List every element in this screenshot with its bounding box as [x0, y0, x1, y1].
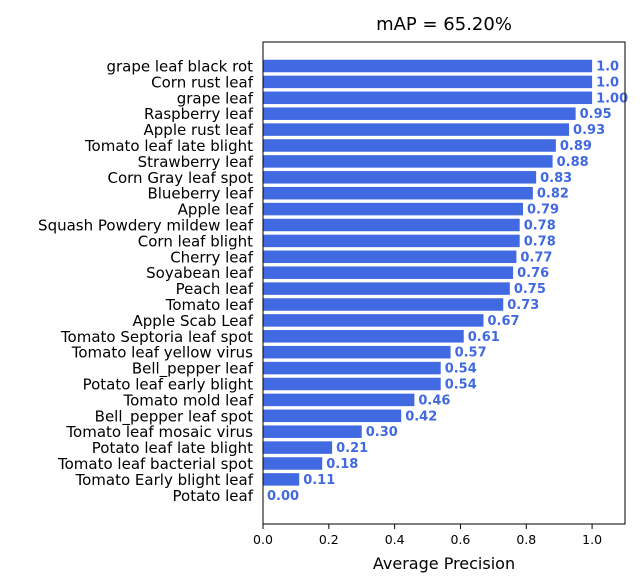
- value-label-24: 0.21: [336, 441, 368, 456]
- value-label-6: 0.88: [557, 155, 589, 170]
- bar-12: [263, 250, 517, 264]
- category-label-7: Corn Gray leaf spot: [108, 169, 254, 187]
- value-label-22: 0.42: [405, 409, 437, 424]
- value-label-21: 0.46: [418, 393, 450, 408]
- category-label-9: Apple leaf: [178, 201, 254, 219]
- category-label-10: Squash Powdery mildew leaf: [38, 217, 254, 235]
- bar-13: [263, 266, 514, 279]
- category-label-5: Tomato leaf late blight: [84, 137, 253, 155]
- bar-11: [263, 234, 520, 248]
- category-label-25: Tomato leaf bacterial spot: [57, 455, 253, 473]
- value-label-7: 0.83: [540, 171, 572, 186]
- category-label-18: Tomato leaf yellow virus: [71, 344, 253, 362]
- value-label-23: 0.30: [366, 425, 398, 440]
- x-tick-label-4: 0.8: [516, 532, 536, 547]
- value-label-1: 1.0: [596, 75, 619, 90]
- x-axis-ticks: 0.0 0.2 0.4 0.6 0.8 1.0: [253, 524, 602, 547]
- bar-8: [263, 186, 533, 200]
- bar-17: [263, 330, 464, 343]
- category-label-6: Strawberry leaf: [138, 153, 254, 171]
- bar-9: [263, 202, 523, 216]
- x-tick-label-2: 0.4: [385, 532, 405, 547]
- category-label-3: Raspberry leaf: [144, 105, 254, 123]
- category-label-14: Peach leaf: [176, 280, 254, 298]
- bar-23: [263, 425, 362, 438]
- category-label-23: Tomato leaf mosaic virus: [65, 423, 253, 441]
- value-labels: 1.01.01.000.950.930.890.880.830.820.790.…: [267, 60, 628, 504]
- x-tick-label-1: 0.2: [319, 532, 339, 547]
- value-label-12: 0.77: [520, 250, 552, 265]
- bar-16: [263, 314, 484, 327]
- category-label-11: Corn leaf blight: [138, 232, 253, 250]
- value-label-17: 0.61: [468, 330, 500, 345]
- category-label-0: grape leaf black rot: [106, 58, 253, 76]
- value-label-2: 1.00: [596, 91, 628, 106]
- bar-18: [263, 345, 451, 359]
- value-label-26: 0.11: [303, 473, 335, 488]
- value-label-11: 0.78: [524, 234, 556, 249]
- bars-group: [263, 59, 593, 486]
- value-label-4: 0.93: [573, 123, 605, 138]
- value-label-18: 0.57: [455, 346, 487, 361]
- value-label-14: 0.75: [514, 282, 546, 297]
- category-label-21: Tomato mold leaf: [122, 391, 253, 409]
- category-label-27: Potato leaf: [173, 487, 254, 505]
- bar-24: [263, 441, 333, 454]
- category-label-12: Cherry leaf: [170, 248, 254, 266]
- bar-2: [263, 91, 593, 105]
- category-label-13: Soyabean leaf: [146, 264, 254, 282]
- value-label-15: 0.73: [507, 298, 539, 313]
- bar-10: [263, 218, 520, 232]
- bar-20: [263, 377, 441, 391]
- value-label-16: 0.67: [487, 314, 519, 329]
- category-label-15: Tomato leaf: [165, 296, 254, 314]
- bar-7: [263, 171, 537, 184]
- bar-5: [263, 139, 556, 152]
- value-label-13: 0.76: [517, 266, 549, 281]
- bar-25: [263, 457, 323, 470]
- value-label-20: 0.54: [445, 378, 477, 393]
- bar-1: [263, 75, 593, 89]
- bar-22: [263, 409, 402, 423]
- x-tick-label-3: 0.6: [451, 532, 471, 547]
- x-axis-title: Average Precision: [373, 554, 515, 573]
- bar-14: [263, 282, 510, 295]
- x-tick-label-0: 0.0: [253, 532, 273, 547]
- chart-title: mAP = 65.20%: [376, 14, 512, 35]
- category-label-16: Apple Scab Leaf: [132, 312, 253, 330]
- x-tick-label-5: 1.0: [582, 532, 602, 547]
- value-label-25: 0.18: [326, 457, 358, 472]
- value-label-0: 1.0: [596, 60, 619, 75]
- value-label-3: 0.95: [580, 107, 612, 122]
- category-label-22: Bell_pepper leaf spot: [95, 407, 253, 426]
- value-label-9: 0.79: [527, 203, 559, 218]
- bar-0: [263, 59, 593, 73]
- bar-21: [263, 393, 415, 407]
- category-label-19: Bell_pepper leaf: [132, 360, 254, 379]
- plot-frame: [262, 41, 626, 525]
- bar-6: [263, 155, 553, 168]
- value-label-8: 0.82: [537, 187, 569, 202]
- bar-19: [263, 361, 441, 375]
- bar-4: [263, 123, 570, 136]
- value-label-27: 0.00: [267, 489, 299, 504]
- category-label-20: Potato leaf early blight: [83, 376, 254, 394]
- bar-26: [263, 473, 300, 486]
- bar-3: [263, 107, 576, 120]
- category-label-8: Blueberry leaf: [147, 185, 253, 203]
- value-label-10: 0.78: [524, 219, 556, 234]
- category-label-2: grape leaf: [177, 89, 254, 107]
- category-label-17: Tomato Septoria leaf spot: [60, 328, 253, 346]
- bar-15: [263, 298, 504, 311]
- category-label-4: Apple rust leaf: [144, 121, 254, 139]
- category-label-1: Corn rust leaf: [151, 73, 254, 91]
- value-label-19: 0.54: [445, 362, 477, 377]
- category-label-24: Potato leaf late blight: [92, 439, 253, 457]
- value-label-5: 0.89: [560, 139, 592, 154]
- category-label-26: Tomato Early blight leaf: [75, 471, 254, 489]
